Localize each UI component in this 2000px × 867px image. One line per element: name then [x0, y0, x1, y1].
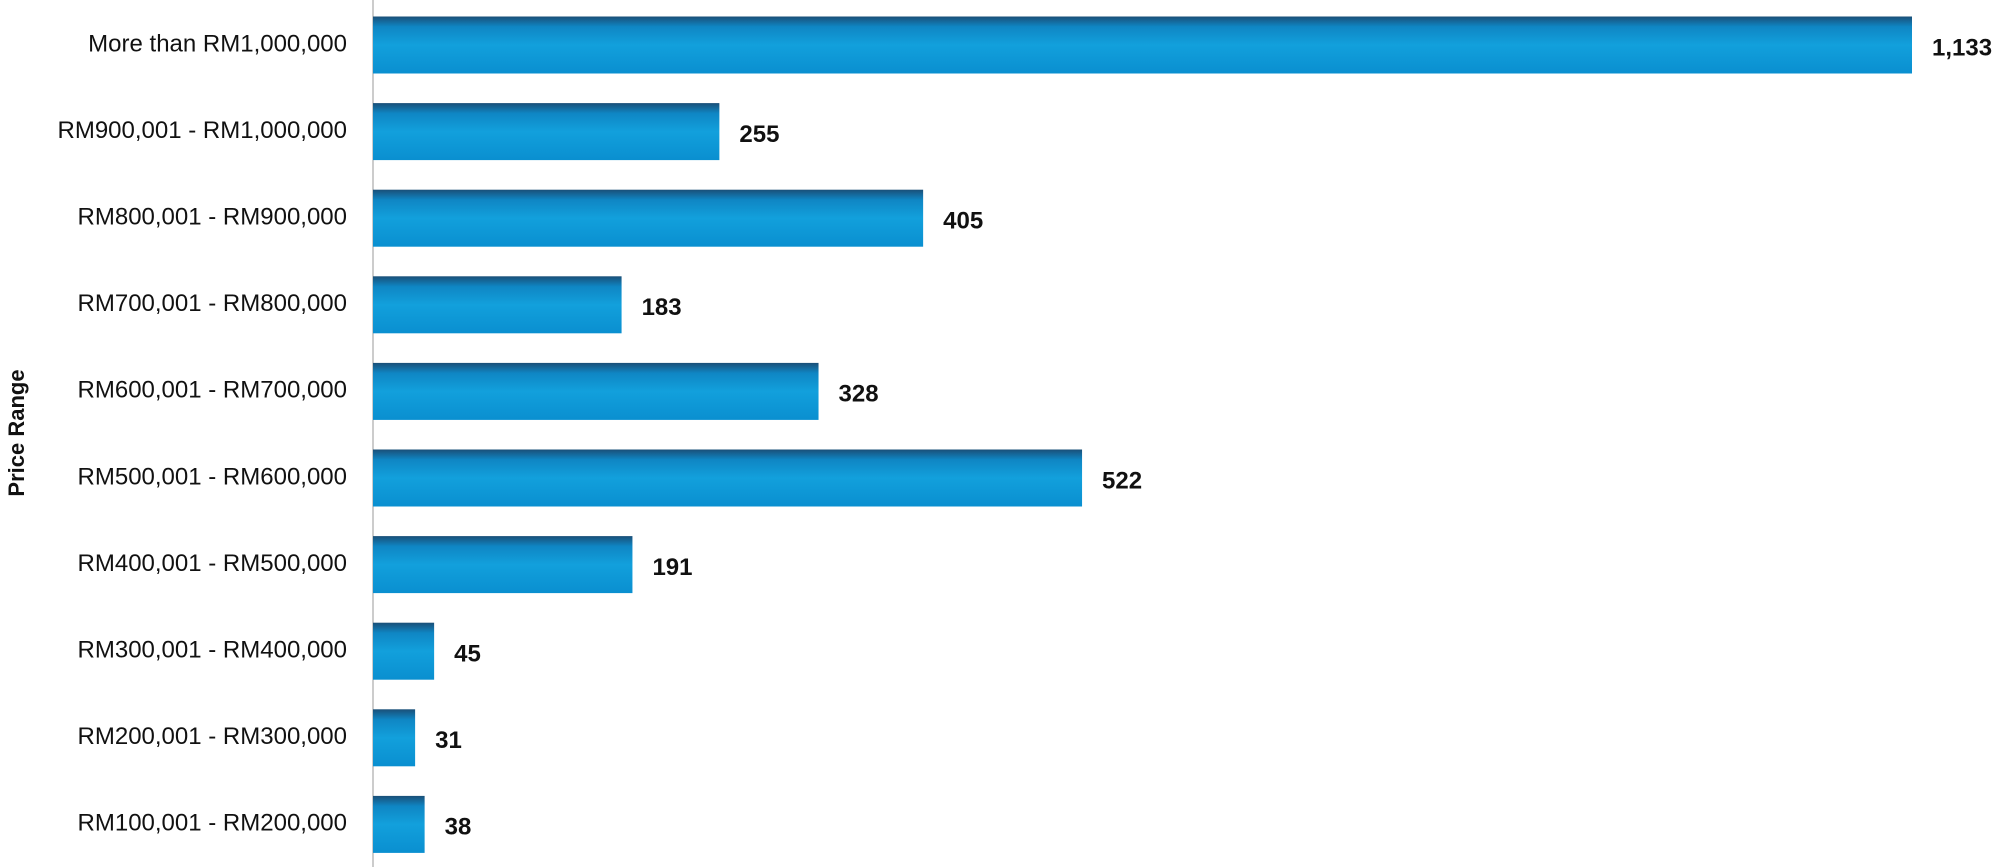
- bar: [373, 536, 633, 594]
- bar: [373, 795, 425, 853]
- bar: [373, 622, 435, 680]
- category-label: RM200,001 - RM300,000: [78, 723, 347, 750]
- bar: [373, 449, 1083, 507]
- value-label: 522: [1102, 467, 1142, 494]
- y-axis-label: Price Range: [4, 369, 29, 496]
- category-label: RM900,001 - RM1,000,000: [58, 117, 348, 144]
- category-label: RM100,001 - RM200,000: [78, 810, 347, 837]
- category-label: RM400,001 - RM500,000: [78, 550, 347, 577]
- category-label: More than RM1,000,000: [88, 30, 347, 57]
- category-label: RM500,001 - RM600,000: [78, 463, 347, 490]
- category-label: RM700,001 - RM800,000: [78, 290, 347, 317]
- value-label: 191: [652, 554, 692, 581]
- bar: [373, 189, 924, 247]
- value-label: 38: [445, 814, 472, 841]
- value-label: 1,133: [1932, 34, 1992, 61]
- bar: [373, 103, 720, 161]
- value-label: 255: [739, 121, 779, 148]
- category-label: RM800,001 - RM900,000: [78, 204, 347, 231]
- value-label: 328: [839, 381, 879, 408]
- bar: [373, 362, 819, 420]
- bar: [373, 16, 1912, 74]
- bar: [373, 709, 416, 767]
- category-label: RM300,001 - RM400,000: [78, 637, 347, 664]
- value-label: 31: [435, 727, 462, 754]
- category-label: RM600,001 - RM700,000: [78, 377, 347, 404]
- bar: [373, 276, 622, 334]
- value-label: 45: [454, 641, 481, 668]
- value-label: 405: [943, 208, 983, 235]
- value-label: 183: [642, 294, 682, 321]
